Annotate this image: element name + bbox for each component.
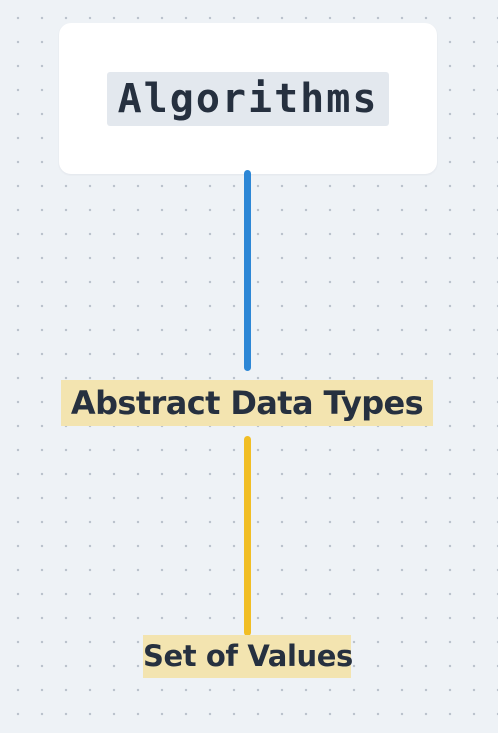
node-set-of-values[interactable]: Set of Values xyxy=(143,635,353,678)
root-node-label: Algorithms xyxy=(106,71,390,126)
node-abstract-data-types[interactable]: Abstract Data Types xyxy=(61,380,433,426)
root-node-card[interactable]: Algorithms xyxy=(59,23,437,174)
connector-adt-to-values xyxy=(244,436,251,636)
connector-root-to-adt xyxy=(244,170,251,371)
